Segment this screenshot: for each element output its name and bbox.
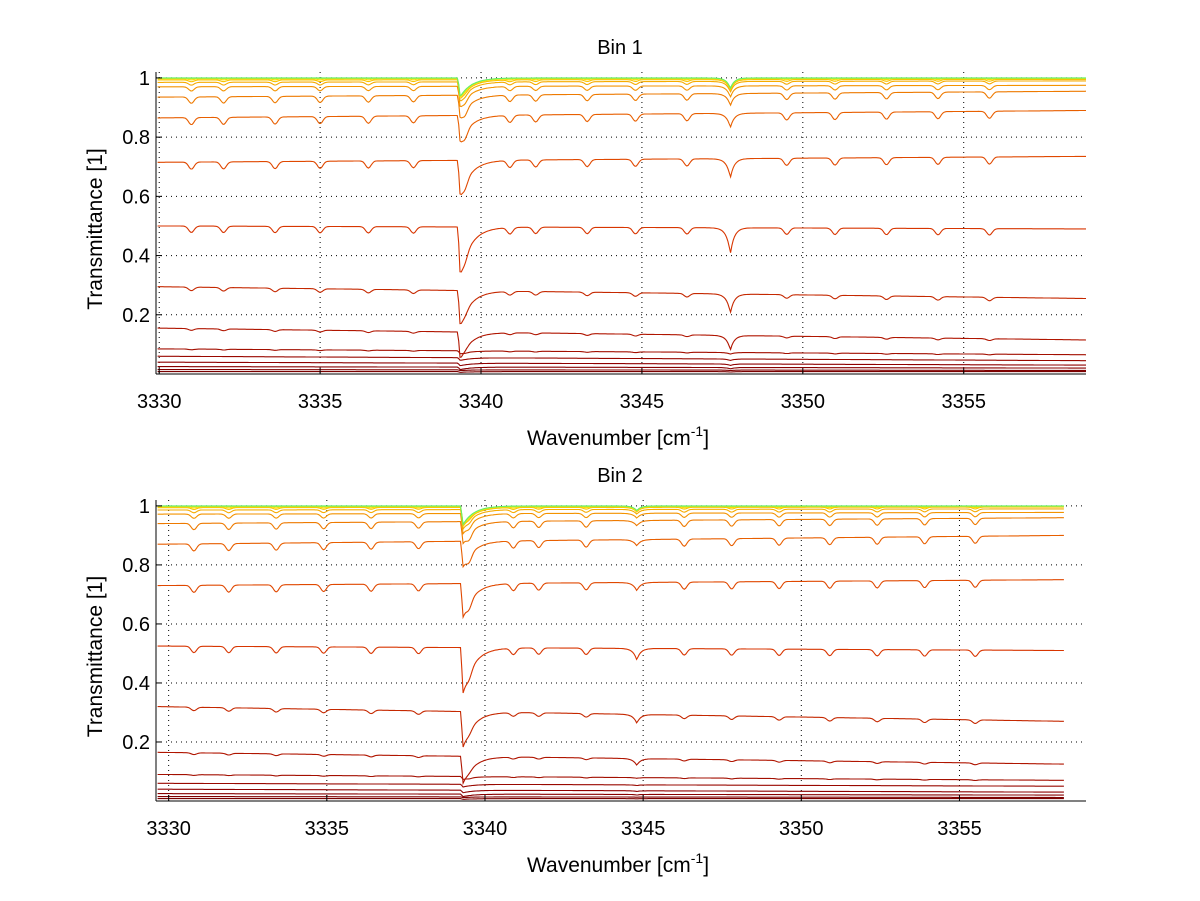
series-line-3 [157, 793, 1064, 798]
x-tick-label: 3355 [941, 391, 986, 413]
x-tick-label: 3330 [146, 818, 191, 840]
x-axis-label-text: Wavenumber [cm [527, 854, 691, 877]
x-tick-label: 3350 [779, 818, 824, 840]
series-line-2 [157, 369, 1086, 372]
series-line-6 [157, 348, 1087, 356]
y-tick-label: 0.4 [122, 246, 150, 268]
y-tick-label: 1 [139, 496, 150, 518]
x-axis-label: Wavenumber [cm-1] [527, 850, 709, 877]
y-tick-label: 0.6 [122, 186, 150, 208]
x-tick-label: 3340 [459, 391, 504, 413]
y-tick-label: 0.6 [122, 614, 150, 636]
series-line-13 [157, 511, 1064, 536]
series-line-5 [157, 355, 1086, 362]
series-line-10 [157, 579, 1064, 620]
x-axis-label: Wavenumber [cm-1] [527, 423, 709, 450]
x-tick-label: 3335 [298, 391, 343, 413]
x-tick-label: 3330 [137, 391, 182, 413]
series-line-8 [157, 286, 1086, 325]
series-line-9 [157, 225, 1086, 273]
series-line-1 [157, 371, 1086, 373]
series-line-7 [157, 327, 1087, 358]
y-tick-label: 0.8 [122, 555, 150, 577]
panel-2: 3330 3335 3340 3345 3350 3355 0.2 0.4 0.6 0.8 1 Bin… [84, 465, 1086, 877]
x-tick-label: 3335 [305, 818, 350, 840]
series-line-15 [157, 506, 1064, 528]
series-line-9 [157, 645, 1064, 694]
x-axis-label-end: ] [703, 427, 709, 450]
series-line-13 [157, 84, 1086, 108]
panel-1: 3330 3335 3340 3345 3350 3355 0.2 0.4 0.6 0.8 1 Bin… [84, 37, 1087, 450]
x-axis-label-superscript: -1 [691, 850, 704, 866]
series-line-5 [157, 782, 1064, 788]
series-line-1 [157, 798, 1064, 800]
series-line-10 [157, 155, 1086, 196]
y-tick-label: 0.8 [122, 127, 150, 149]
series-line-14 [157, 508, 1064, 531]
series-line-3 [157, 366, 1086, 370]
series-line-11 [157, 109, 1086, 143]
x-tick-label: 3340 [463, 818, 508, 840]
series-line-12 [157, 90, 1087, 119]
y-axis-label: Transmittance [1] [84, 148, 107, 309]
series-line-8 [157, 706, 1064, 748]
y-tick-label: 0.4 [122, 673, 150, 695]
series-line-4 [157, 788, 1064, 794]
series-line-14 [157, 80, 1086, 102]
y-tick-label: 0.2 [122, 305, 150, 327]
panel-title: Bin 1 [597, 37, 643, 59]
x-axis-label-text: Wavenumber [cm [527, 427, 691, 450]
series-line-18 [157, 505, 1064, 526]
series-line-2 [157, 796, 1064, 799]
series-line-7 [157, 751, 1064, 786]
series-line-18 [157, 77, 1086, 97]
series-line-12 [157, 517, 1064, 545]
series-line-6 [157, 773, 1064, 782]
series-line-4 [157, 361, 1086, 367]
y-tick-label: 0.2 [122, 732, 150, 754]
x-tick-label: 3350 [781, 391, 826, 413]
x-axis-label-superscript: -1 [691, 423, 704, 439]
x-tick-label: 3355 [937, 818, 982, 840]
x-tick-label: 3345 [620, 391, 665, 413]
x-tick-label: 3345 [621, 818, 666, 840]
panel-title: Bin 2 [597, 465, 643, 487]
x-axis-label-end: ] [703, 854, 709, 877]
series-line-11 [157, 534, 1064, 569]
y-tick-label: 1 [139, 68, 150, 90]
series-line-15 [157, 78, 1086, 99]
y-axis-label: Transmittance [1] [84, 576, 107, 737]
